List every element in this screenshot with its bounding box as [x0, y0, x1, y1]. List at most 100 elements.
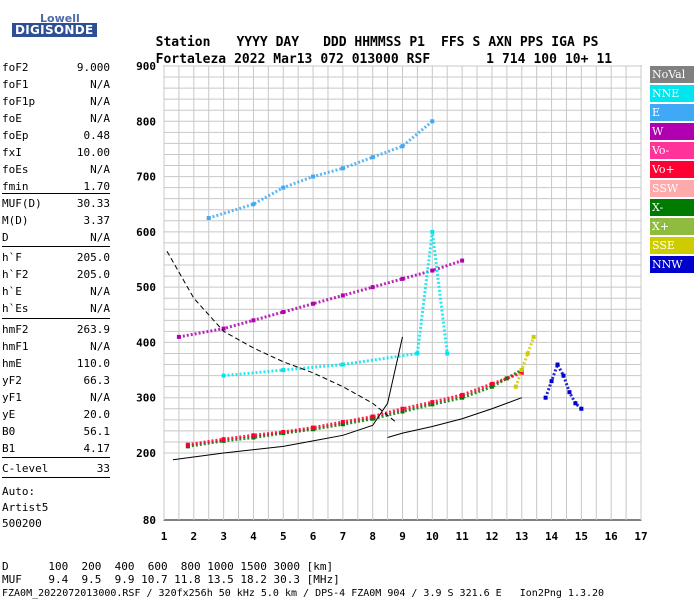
legend-item: Vo-	[650, 142, 694, 159]
divider	[2, 457, 110, 458]
echo-point	[281, 310, 286, 315]
param-row: hmF2 263.9	[2, 322, 110, 337]
param-value: N/A	[90, 95, 110, 108]
param-value: N/A	[90, 231, 110, 244]
y-tick-labels: 80 200 300 400 500 600 700 800 900	[136, 60, 156, 527]
param-row: foE N/A	[2, 111, 110, 126]
param-value: 4.17	[83, 442, 111, 455]
y-tick-label: 80	[143, 514, 156, 527]
x-tick-label: 5	[280, 530, 287, 543]
echo-point	[519, 370, 524, 375]
legend-item: SSW	[650, 180, 694, 197]
param-value: N/A	[90, 285, 110, 298]
footer-muf-row: MUF 9.4 9.5 9.9 10.7 11.8 13.5 18.2 30.3…	[2, 573, 340, 586]
auto-label: Auto:	[2, 485, 36, 498]
y-tick-label: 500	[136, 281, 156, 294]
param-key: MUF(D)	[2, 197, 42, 210]
legend-item: X+	[650, 218, 694, 235]
header-values: Fortaleza 2022 Mar13 072 013000 RSF 1 714 100 1…	[140, 37, 612, 67]
param-value: 0.48	[83, 129, 111, 142]
hdr-station-label: Station	[155, 35, 211, 50]
x-tick-label: 1	[161, 530, 168, 543]
param-value: 20.0	[83, 408, 111, 421]
x-tick-label: 4	[250, 530, 257, 543]
x-tick-label: 15	[575, 530, 588, 543]
param-value: 205.0	[76, 268, 110, 281]
param-value: 205.0	[76, 251, 110, 264]
footer-distance-row: D 100 200 400 600 800 1000 1500 3000 [km…	[2, 560, 334, 573]
param-key: B1	[2, 442, 16, 455]
param-key: fmin	[2, 180, 29, 193]
y-tick-label: 200	[136, 447, 156, 460]
param-key: D	[2, 231, 9, 244]
param-value: 33	[96, 462, 110, 475]
param-row: yF2 66.3	[2, 373, 110, 388]
param-key: yE	[2, 408, 16, 421]
divider	[2, 318, 110, 319]
y-tick-label: 400	[136, 336, 156, 349]
echo-point	[370, 155, 375, 160]
echo-point	[400, 144, 405, 149]
x-tick-label: 16	[605, 530, 619, 543]
param-value: N/A	[90, 340, 110, 353]
param-key: yF1	[2, 391, 22, 404]
param-key: foEs	[2, 163, 29, 176]
echo-point	[579, 406, 584, 411]
logo-digisonde: DIGISONDE	[12, 23, 97, 37]
hdr-iga-value: 10+	[564, 52, 589, 67]
profile-dashed-curve	[166, 250, 397, 423]
header-labels: Station YYYY DAY DDD HHMMSS P1 FFS S AXN PPS IGA…	[140, 20, 599, 50]
param-key: h`E	[2, 285, 22, 298]
param-row: foF1p N/A	[2, 94, 110, 109]
hdr-date-value: 2022 Mar13	[234, 52, 313, 67]
echo-point	[281, 368, 286, 373]
param-row: yE 20.0	[2, 407, 110, 422]
param-row: fxI 10.00	[2, 145, 110, 160]
hdr-axn-label: AXN	[488, 35, 512, 50]
param-key: M(D)	[2, 214, 29, 227]
footer-file-info: FZA0M_2022072013000.RSF / 320fx256h 50 k…	[2, 588, 605, 599]
param-value: N/A	[90, 391, 110, 404]
profile-solid-curve	[172, 336, 403, 461]
param-key: yF2	[2, 374, 22, 387]
hdr-ffs-label: FFS	[441, 35, 465, 50]
param-row: foEp 0.48	[2, 128, 110, 143]
param-value: 3.37	[83, 214, 111, 227]
echo-point	[460, 392, 465, 397]
param-row: C-level 33	[2, 461, 110, 476]
hdr-iga-label: IGA	[551, 35, 575, 50]
param-key: hmE	[2, 357, 22, 370]
param-key: fxI	[2, 146, 22, 159]
echo-point	[430, 119, 435, 124]
param-value: N/A	[90, 112, 110, 125]
echo-trace	[208, 120, 434, 220]
hdr-ps-label: PS	[582, 35, 599, 50]
legend-item: Vo+	[650, 161, 694, 178]
hdr-pps-label: PPS	[519, 35, 544, 50]
echo-point	[555, 362, 560, 367]
model-curves	[166, 250, 522, 461]
echo-point	[415, 351, 420, 356]
param-row: foF2 9.000	[2, 60, 110, 75]
x-tick-label: 12	[485, 530, 498, 543]
x-tick-label: 3	[220, 530, 227, 543]
echo-trace	[223, 231, 449, 378]
echo-trace	[514, 336, 536, 388]
param-row: hmE 110.0	[2, 356, 110, 371]
param-key: h`F	[2, 251, 22, 264]
param-value: 66.3	[83, 374, 111, 387]
param-key: foF1p	[2, 95, 36, 108]
legend-item: X-	[650, 199, 694, 216]
echo-point	[251, 202, 256, 207]
hdr-yyyy-label: YYYY DAY	[236, 35, 300, 50]
y-tick-label: 300	[136, 392, 156, 405]
param-value: N/A	[90, 163, 110, 176]
param-key: foE	[2, 112, 22, 125]
param-value: 30.33	[76, 197, 110, 210]
param-row: M(D) 3.37	[2, 213, 110, 228]
echo-trace	[178, 259, 463, 339]
code-label: 500200	[2, 517, 42, 530]
echo-point	[340, 362, 345, 367]
hdr-p1-value: RSF	[406, 52, 431, 67]
legend-item: NoVal	[650, 66, 694, 83]
